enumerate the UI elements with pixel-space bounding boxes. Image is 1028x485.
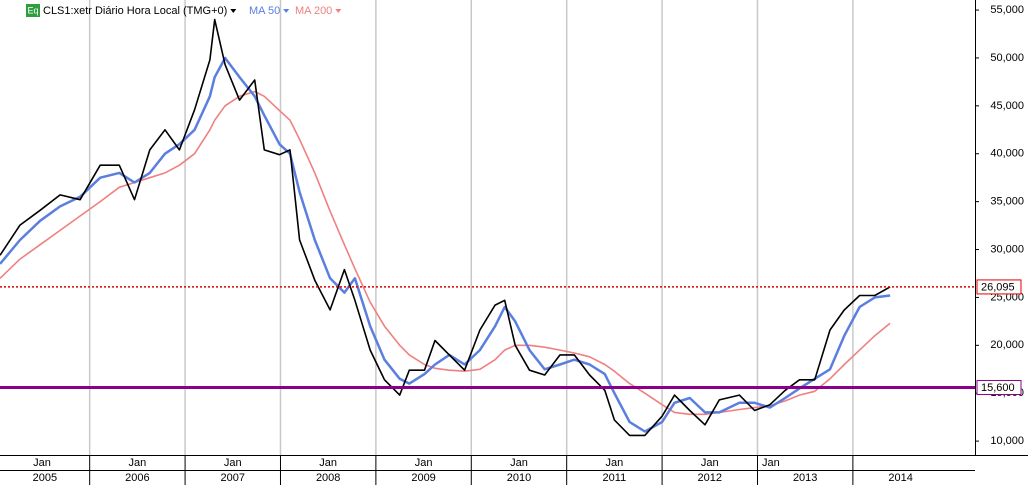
x-year-label: 2007	[221, 472, 245, 484]
x-year-label: 2012	[698, 472, 722, 484]
level-label-box	[976, 279, 1022, 295]
x-tick-label: Jan	[510, 457, 528, 469]
legend-entry[interactable]: MA 50	[249, 5, 280, 17]
x-tick-label: Jan	[319, 457, 337, 469]
x-year-label: 2006	[125, 472, 149, 484]
level-label: 26,095	[981, 281, 1015, 293]
x-year-label: 2010	[507, 472, 531, 484]
y-tick-label: 20,000	[990, 339, 1024, 351]
x-year-label: 2008	[316, 472, 340, 484]
legend-entry[interactable]: CLS1:xetr Diário Hora Local (TMG+0)	[43, 5, 227, 17]
x-tick-label: Jan	[606, 457, 624, 469]
legend-icon	[26, 4, 40, 17]
y-tick-label: 30,000	[990, 243, 1024, 255]
x-year-label: 2011	[603, 472, 627, 484]
x-tick-label: Jan	[33, 457, 51, 469]
y-tick-label: 45,000	[990, 100, 1024, 112]
series-line	[0, 18, 891, 437]
data-layer	[0, 18, 975, 437]
x-year-label: 2014	[888, 472, 912, 484]
legend-dropdown	[283, 9, 290, 13]
legend-icon-text: Eq	[27, 5, 38, 15]
legend-entry[interactable]: MA 200	[295, 5, 332, 17]
level-label-box	[976, 379, 1022, 395]
legend-dropdown	[335, 9, 342, 13]
y-tick-label: 40,000	[990, 148, 1024, 160]
y-tick-label: 10,000	[990, 435, 1024, 447]
legend-dropdown	[230, 9, 237, 13]
x-year-label: 2013	[793, 472, 817, 484]
x-year-label: 2009	[411, 472, 435, 484]
y-tick-label: 35,000	[990, 196, 1024, 208]
x-tick-label: Jan	[762, 457, 780, 469]
grid-layer	[88, 0, 854, 455]
level-label: 15,600	[981, 382, 1015, 394]
y-tick-label: 50,000	[990, 52, 1024, 64]
x-tick-label: Jan	[415, 457, 433, 469]
x-year-label: 2005	[33, 472, 57, 484]
legend: Eq CLS1:xetr Diário Hora Local (TMG+0) M…	[26, 4, 332, 17]
x-tick-label: Jan	[129, 457, 147, 469]
x-tick-label: Jan	[701, 457, 719, 469]
series-line	[0, 90, 891, 416]
x-tick-label: Jan	[224, 457, 242, 469]
y-tick-label: 55,000	[990, 4, 1024, 16]
